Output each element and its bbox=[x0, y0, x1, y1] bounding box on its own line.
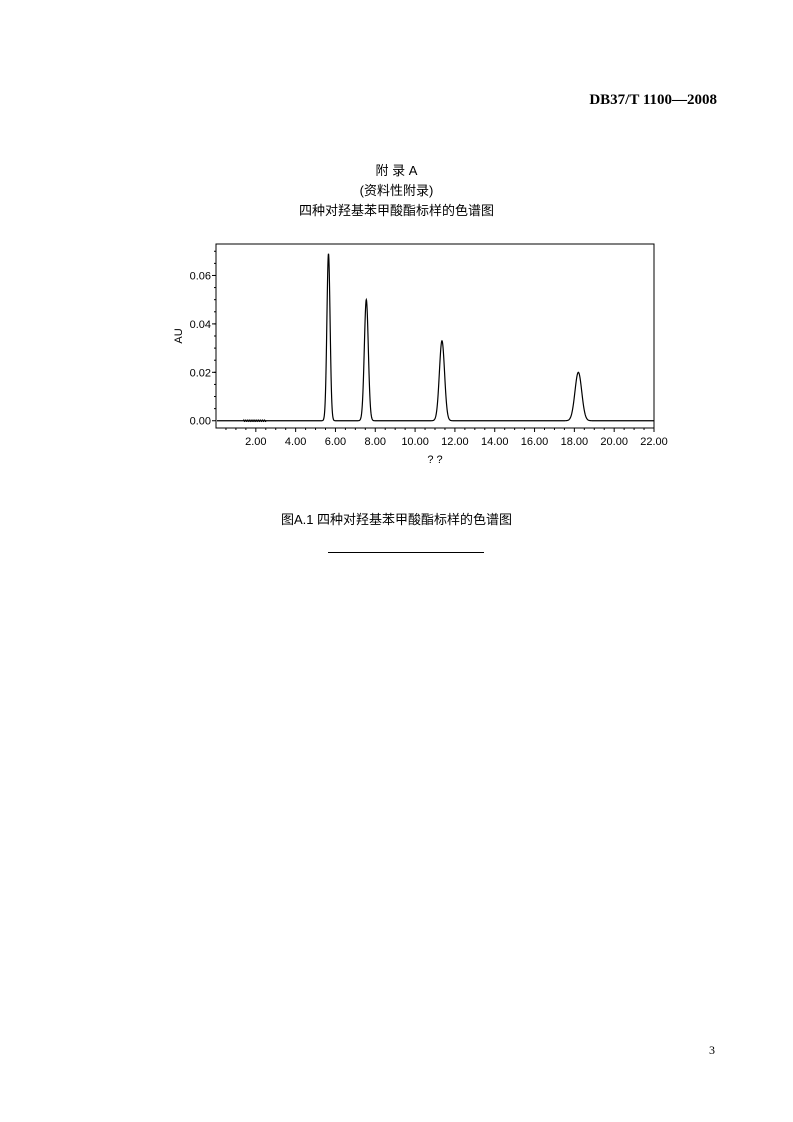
x-tick-label: 6.00 bbox=[325, 436, 346, 448]
plot-frame bbox=[215, 243, 655, 429]
chromatogram-chart: 2.00 4.00 6.00 8.00 10.00 12.00 14.00 16.00 18.0… bbox=[173, 243, 668, 466]
x-tick-label: 22.00 bbox=[640, 436, 668, 448]
x-tick-label: 2.00 bbox=[245, 436, 266, 448]
x-tick-label: 10.00 bbox=[401, 436, 429, 448]
chromatogram-trace bbox=[217, 253, 654, 423]
x-tick-label: 18.00 bbox=[561, 436, 589, 448]
end-rule bbox=[328, 552, 484, 553]
appendix-title: 附 录 A bbox=[375, 163, 418, 178]
appendix-subtitle: (资料性附录) bbox=[359, 183, 434, 198]
x-tick-label: 20.00 bbox=[600, 436, 628, 448]
y-tick-label: 0.00 bbox=[190, 416, 211, 428]
x-tick-label: 8.00 bbox=[365, 436, 386, 448]
x-tick-label: 12.00 bbox=[441, 436, 469, 448]
y-tick-label: 0.02 bbox=[190, 367, 211, 379]
page-number: 3 bbox=[709, 1043, 715, 1057]
x-tick-label: 4.00 bbox=[285, 436, 306, 448]
standard-number: DB37/T 1100—2008 bbox=[589, 92, 717, 108]
figure-caption: 图A.1 四种对羟基苯甲酸酯标样的色谱图 bbox=[280, 512, 513, 527]
appendix-heading: 四种对羟基苯甲酸酯标样的色谱图 bbox=[298, 203, 494, 218]
y-axis-label: AU bbox=[173, 328, 185, 343]
x-axis-label: ? ? bbox=[427, 454, 442, 466]
x-tick-label: 14.00 bbox=[481, 436, 509, 448]
y-tick-label: 0.06 bbox=[190, 270, 211, 282]
y-tick-label: 0.04 bbox=[190, 319, 211, 331]
x-tick-label: 16.00 bbox=[521, 436, 549, 448]
